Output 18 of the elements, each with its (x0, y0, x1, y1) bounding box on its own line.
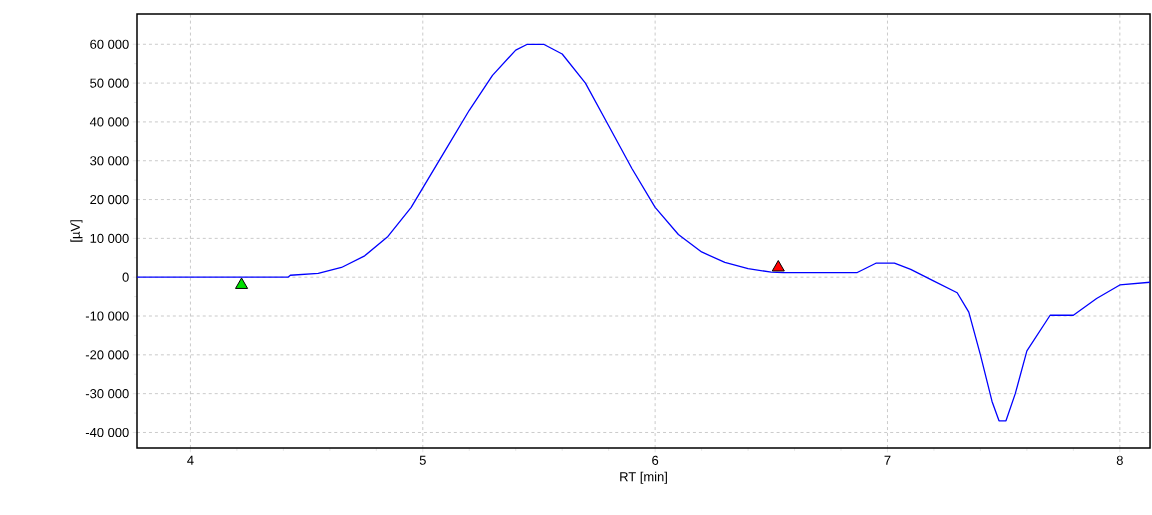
y-tick-label: 30 000 (90, 156, 129, 166)
x-axis-title: RT [min] (620, 471, 667, 484)
y-tick-label: 20 000 (90, 194, 129, 205)
y-tick-label: -40 000 (85, 427, 129, 438)
y-tick-label: 60 000 (90, 39, 129, 49)
y-tick-label: -20 000 (85, 350, 129, 360)
y-tick-label: -10 000 (85, 311, 129, 321)
y-tick-label: 0 (122, 272, 129, 282)
x-tick-label: 4 (187, 455, 194, 465)
y-tick-label: 50 000 (90, 78, 129, 88)
y-tick-label: -30 000 (85, 389, 129, 399)
y-axis-title: [µV] (70, 220, 83, 242)
y-tick-label: 40 000 (89, 117, 129, 127)
x-tick-label: 5 (419, 455, 426, 465)
x-tick-label: 8 (1116, 455, 1123, 465)
x-tick-label: 7 (884, 455, 891, 465)
y-tick-label: 10 000 (90, 233, 129, 243)
x-tick-label: 6 (652, 455, 659, 465)
